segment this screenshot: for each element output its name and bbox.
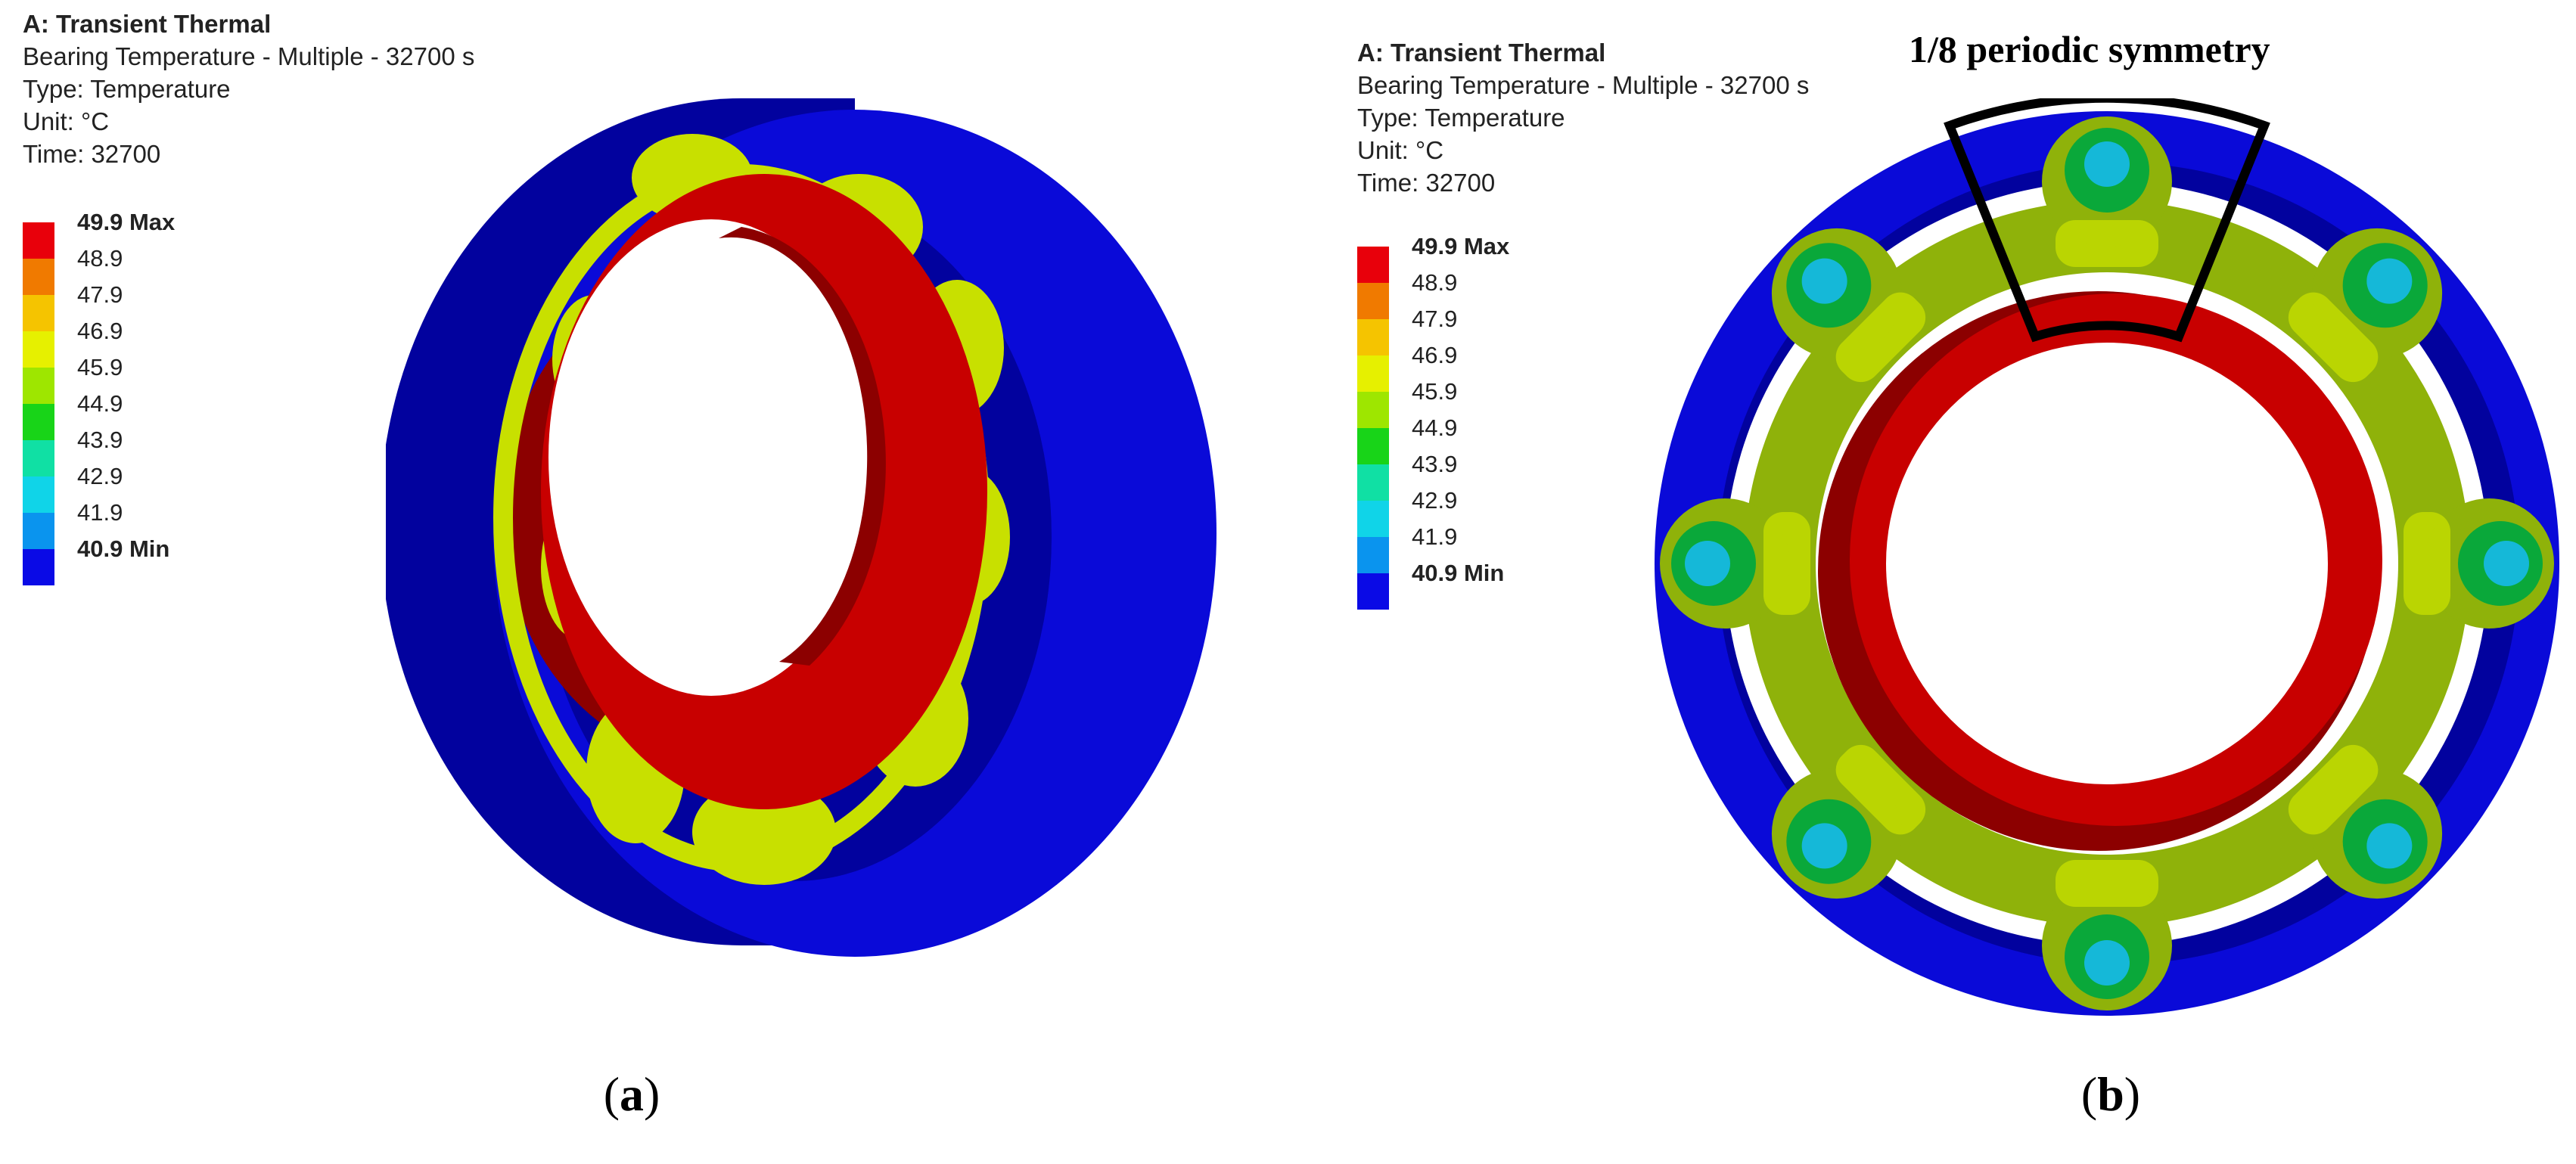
legend-label: 44.9	[1412, 414, 1458, 441]
bore	[1886, 343, 2328, 784]
legend-swatch	[23, 368, 54, 404]
legend-swatch	[23, 513, 54, 549]
ball-cool-zone	[2084, 141, 2130, 187]
symmetry-annotation: 1/8 periodic symmetry	[1909, 28, 2270, 70]
legend-label: 48.9	[1412, 269, 1458, 296]
ball	[2288, 744, 2443, 899]
ball-cool-zone	[1685, 541, 1730, 586]
legend-label: 43.9	[77, 427, 123, 453]
ball-cool-zone	[1801, 258, 1847, 304]
legend-label: 48.9	[77, 245, 123, 272]
bearing-front-view	[1655, 98, 2559, 1016]
legend-label: 43.9	[1412, 451, 1458, 477]
ball-warm-patch	[2056, 860, 2158, 907]
result-time: Time: 32700	[23, 140, 161, 168]
legend-label: 41.9	[1412, 523, 1458, 550]
legend-swatch	[1357, 573, 1389, 610]
ball-warm-patch	[2056, 220, 2158, 267]
result-info: A: Transient Thermal Bearing Temperature…	[23, 8, 474, 170]
panel-label-b: (b)	[2080, 1067, 2141, 1121]
legend-label: 45.9	[77, 354, 123, 380]
legend-swatch	[23, 404, 54, 440]
legend-swatch	[23, 476, 54, 513]
legend-swatch	[23, 331, 54, 368]
legend-swatch	[23, 259, 54, 295]
legend-swatch	[1357, 464, 1389, 501]
ball-cool-zone	[2484, 541, 2529, 586]
result-unit: Unit: °C	[23, 107, 110, 135]
panel-label-a: (a)	[603, 1067, 660, 1121]
legend-swatch	[1357, 428, 1389, 464]
ball-cool-zone	[2366, 823, 2413, 869]
legend-swatch	[1357, 355, 1389, 392]
legend-label: 49.9 Max	[77, 209, 176, 235]
ball	[1771, 744, 1926, 899]
legend-label: 40.9 Min	[77, 535, 170, 562]
legend-label: 45.9	[1412, 378, 1458, 405]
analysis-title: A: Transient Thermal	[1357, 39, 1606, 67]
ball-warm-patch	[1835, 744, 1926, 835]
bore	[548, 219, 874, 696]
legend-swatch	[1357, 283, 1389, 319]
ball-cool-zone	[2084, 940, 2130, 986]
ball-warm-patch	[1763, 512, 1810, 615]
legend-label: 46.9	[1412, 342, 1458, 368]
legend-swatch	[1357, 501, 1389, 537]
result-type: Type: Temperature	[23, 75, 231, 103]
legend-swatch	[1357, 247, 1389, 283]
result-unit: Unit: °C	[1357, 136, 1444, 164]
result-name: Bearing Temperature - Multiple - 32700 s	[1357, 71, 1810, 99]
panel-a: A: Transient Thermal Bearing Temperature…	[0, 0, 1286, 1164]
result-name: Bearing Temperature - Multiple - 32700 s	[23, 42, 475, 70]
legend-label: 46.9	[77, 318, 123, 344]
legend-label: 47.9	[77, 281, 123, 308]
legend-label: 40.9 Min	[1412, 560, 1505, 586]
ball-warm-patch	[2288, 292, 2379, 383]
ball-cool-zone	[1801, 823, 1847, 869]
symmetry-sector-outline	[1944, 98, 2270, 343]
analysis-title: A: Transient Thermal	[23, 10, 272, 38]
legend-swatch	[1357, 319, 1389, 355]
legend-swatch	[23, 295, 54, 331]
ball-warm-patch	[2288, 744, 2379, 835]
ball-warm-patch	[1835, 292, 1926, 383]
legend-label: 47.9	[1412, 306, 1458, 332]
legend-swatch	[1357, 537, 1389, 573]
ball-cool-zone	[2366, 258, 2413, 304]
legend-swatch	[23, 440, 54, 476]
result-time: Time: 32700	[1357, 169, 1496, 197]
ball-warm-patch	[2404, 512, 2450, 615]
legend-swatch	[23, 549, 54, 585]
panel-b: A: Transient Thermal Bearing Temperature…	[1286, 0, 2576, 1164]
legend-swatch	[1357, 392, 1389, 428]
result-info: A: Transient Thermal Bearing Temperature…	[1357, 36, 1809, 199]
ball	[2042, 860, 2172, 1010]
legend-label: 42.9	[77, 463, 123, 489]
ball	[2288, 228, 2443, 383]
legend-label: 42.9	[1412, 487, 1458, 514]
bearing-3d-view	[386, 98, 1217, 957]
ball	[2042, 116, 2172, 267]
legend-label: 44.9	[77, 390, 123, 417]
legend-label: 41.9	[77, 499, 123, 526]
legend-swatch	[23, 222, 54, 259]
ball	[2404, 498, 2554, 629]
ball	[1771, 228, 1926, 383]
legend-label: 49.9 Max	[1412, 233, 1510, 259]
result-type: Type: Temperature	[1357, 104, 1565, 132]
ball	[1660, 498, 1810, 629]
